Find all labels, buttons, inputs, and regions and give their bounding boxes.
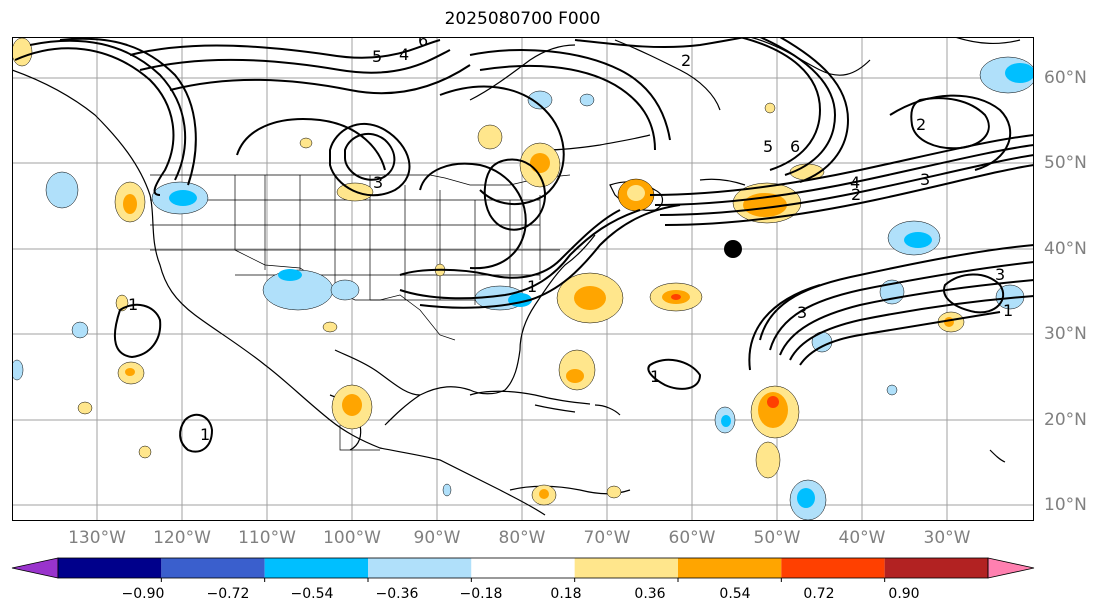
colorbar-extend-min xyxy=(11,557,59,579)
lat-label: 60°N xyxy=(1044,68,1087,88)
colorbar xyxy=(11,557,1035,582)
colorbar-segment xyxy=(781,558,885,578)
contour-label: 1 xyxy=(128,295,138,314)
lat-label: 40°N xyxy=(1044,239,1087,259)
colorbar-tick-label: 0.90 xyxy=(888,586,920,602)
lon-label: 60°W xyxy=(668,528,716,548)
lon-label: 130°W xyxy=(68,528,126,548)
colorbar-tick-label: 0.54 xyxy=(719,586,751,602)
contour-label: 2 xyxy=(916,115,926,134)
lat-label: 10°N xyxy=(1044,495,1087,515)
contour-label: 1 xyxy=(1003,301,1013,320)
lon-label: 120°W xyxy=(153,528,211,548)
map-frame xyxy=(12,37,1034,521)
contour-label: 5 xyxy=(372,47,382,66)
map-title: 2025080700 F000 xyxy=(444,9,601,29)
colorbar-tick-label: 0.72 xyxy=(803,586,835,602)
colorbar-extend-max xyxy=(987,557,1035,579)
contour-label: 5 xyxy=(763,137,773,156)
contour-label: 4 xyxy=(850,173,860,192)
lon-label: 110°W xyxy=(238,528,296,548)
colorbar-tick-label: −0.72 xyxy=(206,586,250,602)
contour-label: 2 xyxy=(681,51,691,70)
colorbar-segment xyxy=(574,558,678,578)
shaded-anomalies xyxy=(12,37,1034,521)
lat-label: 20°N xyxy=(1044,410,1087,430)
contour-label: 2 xyxy=(851,185,861,204)
contour-label: 1 xyxy=(527,277,537,296)
colorbar-segment xyxy=(264,558,368,578)
colorbar-outline xyxy=(57,557,989,579)
colorbar-segment xyxy=(884,558,988,578)
colorbar-segment xyxy=(678,558,782,578)
colorbar-tick-label: −0.54 xyxy=(290,586,334,602)
contour-label: 1 xyxy=(200,425,210,444)
location-marker xyxy=(724,240,742,258)
lon-label: 100°W xyxy=(323,528,381,548)
colorbar-tick-label: 0.18 xyxy=(550,586,582,602)
contour-label: 3 xyxy=(797,303,807,322)
contour-label: 1 xyxy=(650,367,660,386)
lon-label: 40°W xyxy=(838,528,886,548)
contour-label: 6 xyxy=(418,31,428,50)
colorbar-tick-label: −0.36 xyxy=(375,586,419,602)
colorbar-tick-label: −0.18 xyxy=(459,586,503,602)
contour-label: 3 xyxy=(995,265,1005,284)
colorbar-tick-label: −0.90 xyxy=(121,586,165,602)
contour-label: 3 xyxy=(373,173,383,192)
lon-label: 70°W xyxy=(583,528,631,548)
contour-label: 4 xyxy=(399,45,409,64)
lon-label: 50°W xyxy=(753,528,801,548)
colorbar-tick-label: 0.36 xyxy=(634,586,666,602)
contour-label: 6 xyxy=(790,137,800,156)
lon-label: 80°W xyxy=(498,528,546,548)
contour-lines xyxy=(14,37,1034,453)
colorbar-segment xyxy=(368,558,472,578)
contour-label: 3 xyxy=(920,170,930,189)
colorbar-segment xyxy=(58,558,162,578)
lon-label: 30°W xyxy=(923,528,971,548)
lon-label: 90°W xyxy=(413,528,461,548)
contour-labels: 1 1 1 1 1 2 2 2 3 3 3 3 4 4 5 5 6 6 xyxy=(128,31,1013,444)
lat-label: 50°N xyxy=(1044,153,1087,173)
colorbar-segment xyxy=(471,558,575,578)
lat-label: 30°N xyxy=(1044,324,1087,344)
colorbar-segment xyxy=(161,558,265,578)
